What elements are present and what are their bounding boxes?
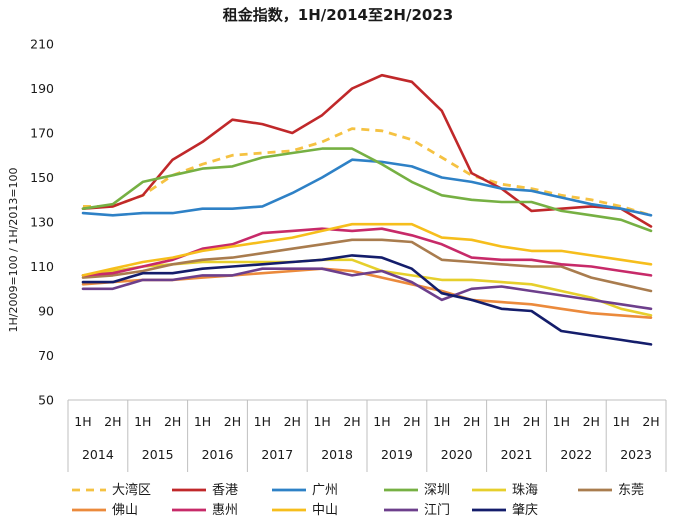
y-tick-label: 130	[30, 215, 54, 230]
series-line-8	[81, 222, 653, 277]
series-line-3	[81, 147, 653, 233]
legend-label-6: 佛山	[112, 503, 138, 518]
x-tick-half-label: 1H	[612, 414, 629, 429]
x-tick-half-label: 2H	[463, 414, 480, 429]
x-tick-half-label: 1H	[313, 414, 330, 429]
x-tick-half-label: 1H	[433, 414, 450, 429]
y-tick-label: 190	[30, 81, 54, 96]
series-line-7	[81, 227, 653, 277]
x-tick-half-label: 2H	[343, 414, 360, 429]
x-tick-year-label: 2021	[501, 447, 533, 462]
x-tick-year-label: 2022	[560, 447, 592, 462]
legend-label-0: 大湾区	[112, 482, 151, 498]
x-tick-year-label: 2023	[620, 447, 652, 462]
x-tick-half-label: 2H	[583, 414, 600, 429]
y-tick-label: 50	[38, 393, 54, 408]
y-tick-label: 150	[30, 170, 54, 185]
x-tick-half-label: 1H	[74, 414, 91, 429]
y-tick-label: 70	[38, 348, 54, 363]
x-tick-year-label: 2017	[261, 447, 293, 462]
x-tick-half-label: 1H	[553, 414, 570, 429]
series-lines	[81, 73, 653, 346]
series-line-5	[81, 238, 653, 293]
x-tick-year-label: 2019	[381, 447, 413, 462]
legend-label-9: 江门	[424, 503, 450, 518]
legend-label-1: 香港	[212, 483, 238, 498]
series-line-9	[81, 267, 653, 311]
chart-title: 租金指数，1H/2014至2H/2023	[223, 6, 453, 24]
x-tick-half-label: 2H	[642, 414, 659, 429]
x-tick-half-label: 2H	[104, 414, 121, 429]
x-tick-year-label: 2020	[441, 447, 473, 462]
x-tick-half-label: 2H	[403, 414, 420, 429]
x-tick-year-label: 2014	[82, 447, 114, 462]
x-tick-half-label: 2H	[164, 414, 181, 429]
x-tick-half-label: 1H	[134, 414, 151, 429]
legend-label-5: 东莞	[618, 483, 644, 498]
x-tick-half-label: 1H	[254, 414, 271, 429]
series-line-10	[81, 254, 653, 346]
y-axis-label: 1H/2009=100 / 1H/2013=100	[7, 167, 20, 332]
axes	[67, 399, 667, 472]
x-tick-year-label: 2018	[321, 447, 353, 462]
y-tick-label: 90	[38, 304, 54, 319]
legend-label-2: 广州	[312, 483, 338, 498]
legend-label-7: 惠州	[212, 503, 238, 518]
legend-label-3: 深圳	[424, 483, 450, 498]
x-tick-half-label: 1H	[194, 414, 211, 429]
legend-label-4: 珠海	[512, 483, 538, 498]
x-tick-half-label: 1H	[373, 414, 390, 429]
legend-label-8: 中山	[312, 503, 338, 518]
legend-label-10: 肇庆	[512, 503, 538, 518]
series-line-1	[81, 73, 653, 228]
y-tick-labels: 210 190 170 150 130 110 90 70 50	[30, 37, 54, 408]
x-tick-half-label: 2H	[224, 414, 241, 429]
x-tick-half-label: 2H	[284, 414, 301, 429]
y-tick-label: 110	[30, 259, 54, 274]
x-tick-half-label: 2H	[523, 414, 540, 429]
x-tick-half-label: 1H	[493, 414, 510, 429]
x-tick-labels: 1H 2H 1H 2H 1H 2H 1H 2H 1H 2H 1H 2H 1H 2H 1H 2H 1H 2H 1H 2H…	[74, 414, 659, 462]
x-tick-year-label: 2015	[142, 447, 174, 462]
series-line-2	[81, 158, 653, 217]
series-line-0	[83, 127, 652, 217]
x-tick-year-label: 2016	[202, 447, 234, 462]
y-tick-label: 170	[30, 126, 54, 141]
y-tick-label: 210	[30, 37, 54, 52]
